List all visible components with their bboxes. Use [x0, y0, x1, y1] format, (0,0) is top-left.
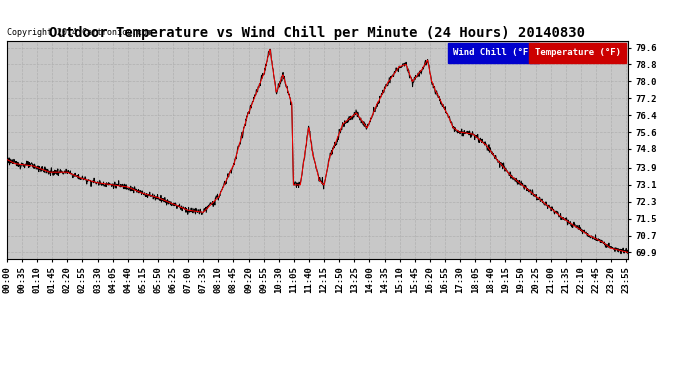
Legend: Wind Chill (°F), Temperature (°F): Wind Chill (°F), Temperature (°F)	[451, 46, 623, 60]
Title: Outdoor Temperature vs Wind Chill per Minute (24 Hours) 20140830: Outdoor Temperature vs Wind Chill per Mi…	[50, 26, 585, 40]
Text: Copyright 2014 Cartronics.com: Copyright 2014 Cartronics.com	[7, 28, 152, 37]
